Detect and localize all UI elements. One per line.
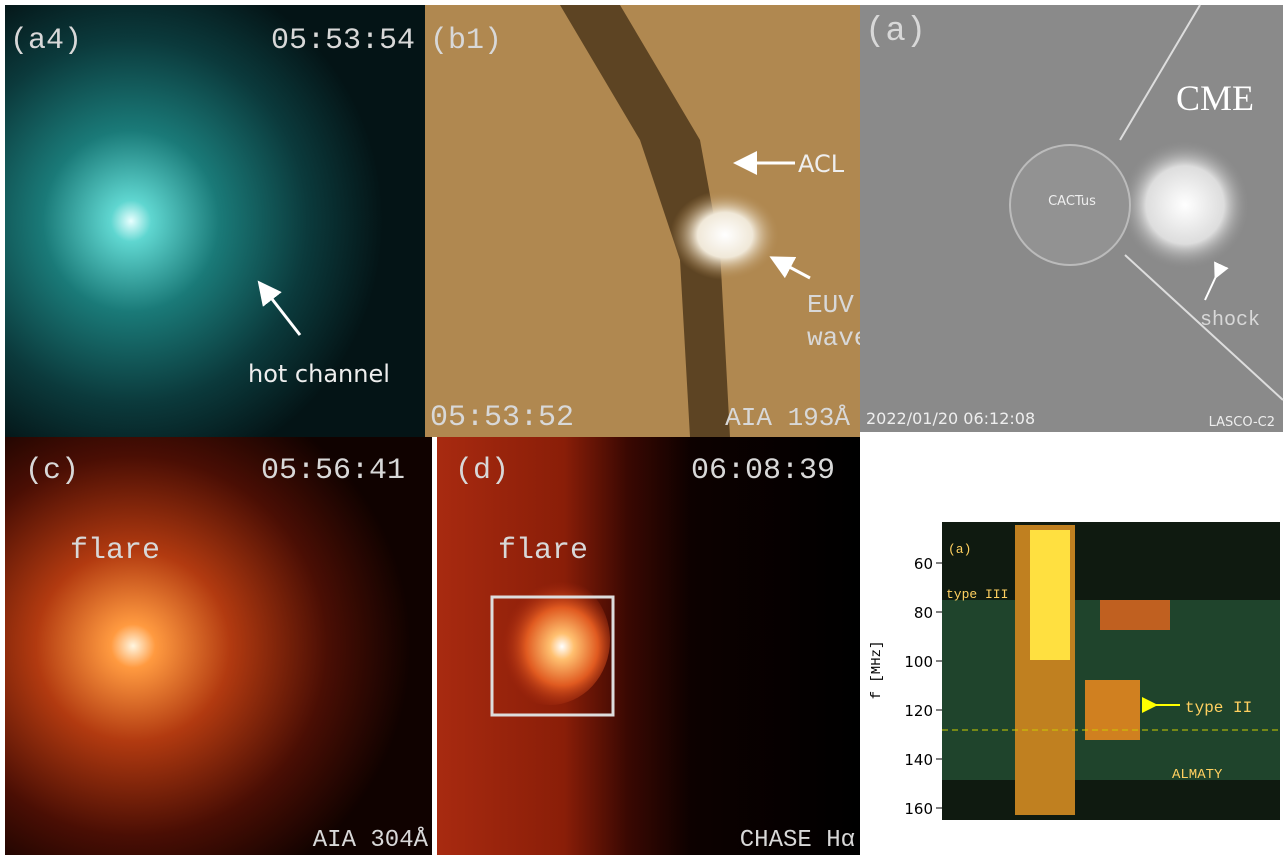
panel-label: (d) xyxy=(455,454,509,488)
y-axis: 60 80 100 120 140 160 xyxy=(904,555,942,818)
burst xyxy=(1085,680,1140,740)
y-tick-label: 100 xyxy=(904,653,933,671)
timestamp: 2022/01/20 06:12:08 xyxy=(866,409,1035,428)
time-label: 05:53:54 xyxy=(271,24,415,58)
instrument-label: LASCO-C2 xyxy=(1209,415,1275,430)
annotation: EUV xyxy=(807,290,854,320)
instrument-label: CHASE Hα xyxy=(740,827,855,854)
panel-label: (a) xyxy=(948,542,971,557)
panel-label: (a) xyxy=(865,13,926,51)
y-tick-label: 80 xyxy=(914,604,933,622)
time-label: 05:56:41 xyxy=(261,454,405,488)
annotation: CACTus xyxy=(1048,194,1096,209)
annotation: shock xyxy=(1200,309,1260,332)
annotation: type II xyxy=(1185,699,1252,717)
flare-kernel xyxy=(490,575,610,705)
annotation: flare xyxy=(70,534,160,568)
instrument-label: AIA 193Å xyxy=(725,403,850,433)
annotation: type III xyxy=(946,587,1008,602)
annotation: flare xyxy=(498,534,588,568)
y-tick-label: 160 xyxy=(904,800,933,818)
page: (a4) 05:53:54 hot channel (b1) ACL EUV w… xyxy=(0,0,1286,859)
burst xyxy=(1030,530,1070,660)
annotation: ALMATY xyxy=(1172,767,1223,783)
y-tick-label: 60 xyxy=(914,555,933,573)
burst xyxy=(1100,600,1170,630)
y-tick-label: 140 xyxy=(904,751,933,769)
annotation: hot channel xyxy=(248,360,390,388)
annotation: ACL xyxy=(798,150,845,178)
annotation: CME xyxy=(1176,78,1254,118)
panel-label: (b1) xyxy=(430,24,502,58)
axis-label: f [MHz] xyxy=(869,641,885,700)
figure: (a4) 05:53:54 hot channel (b1) ACL EUV w… xyxy=(0,0,1286,859)
y-tick-label: 120 xyxy=(904,702,933,720)
panel-c-image xyxy=(5,437,432,855)
panel-label: (c) xyxy=(25,454,79,488)
instrument-label: AIA 304Å xyxy=(313,826,429,854)
time-label: 05:53:52 xyxy=(430,401,574,435)
eruption xyxy=(670,190,780,280)
cme xyxy=(1120,140,1250,270)
panel-label: (a4) xyxy=(10,24,82,58)
time-label: 06:08:39 xyxy=(691,454,835,488)
